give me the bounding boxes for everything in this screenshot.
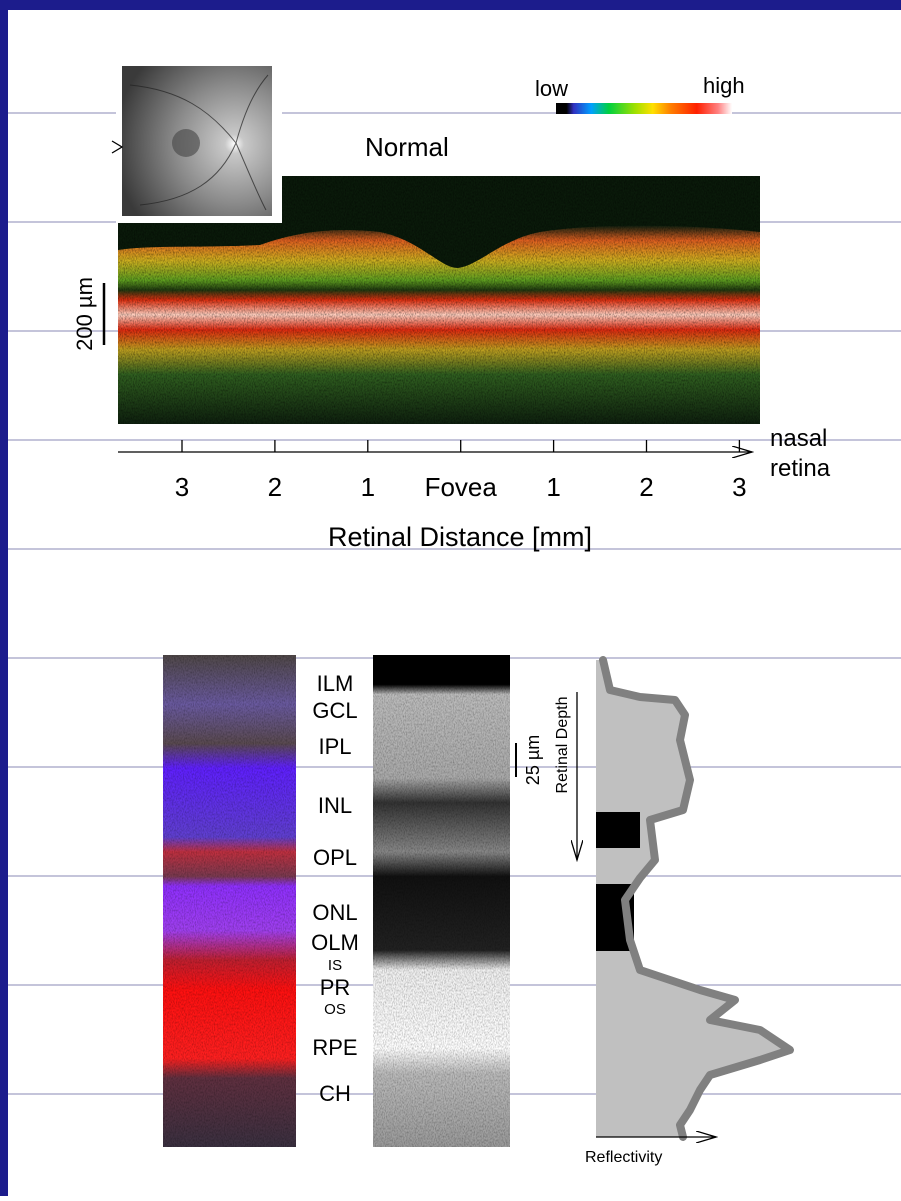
layer-label: RPE (312, 1035, 357, 1060)
tick-label: 3 (175, 472, 189, 502)
tick-label: 2 (639, 472, 653, 502)
tick-label: 3 (732, 472, 746, 502)
fovea-spot (172, 129, 200, 157)
layer-label: PR (320, 975, 351, 1000)
layer-label: ILM (317, 671, 354, 696)
fundus-vessels (129, 74, 269, 211)
layer-label: INL (318, 793, 352, 818)
layer-label: OPL (313, 845, 357, 870)
scale-label: 200 µm (72, 277, 97, 351)
layer-label: IS (328, 957, 342, 974)
direction-label: nasal (770, 425, 827, 452)
color-bar-high: high (703, 73, 745, 98)
tick-label: Fovea (425, 472, 498, 502)
layer-label: CH (319, 1081, 351, 1106)
oct-title: Normal (365, 132, 449, 162)
x-axis-title: Retinal Distance [mm] (328, 522, 592, 552)
reflectivity-profile (599, 656, 794, 1141)
tick-label: 2 (268, 472, 282, 502)
tick-label: 1 (546, 472, 560, 502)
slide-left-bar (0, 0, 8, 1196)
color-bar (556, 103, 732, 114)
direction-label: retina (770, 455, 831, 482)
grayscale-texture (373, 655, 510, 1147)
slide-top-bar (0, 0, 901, 10)
layer-label: IPL (318, 734, 351, 759)
scale-label: 25 µm (523, 735, 543, 785)
reflectivity-label: Reflectivity (585, 1149, 662, 1166)
tick-label: 1 (361, 472, 375, 502)
color-bar-low: low (535, 76, 568, 101)
layer-label: OLM (311, 930, 359, 955)
band (596, 812, 640, 848)
tick-group: 3 2 1 Fovea 1 2 3 (175, 440, 747, 502)
layer-label: OS (324, 1001, 346, 1018)
layer-label: ONL (312, 900, 357, 925)
reflectivity-area (596, 660, 790, 1137)
histology-texture (163, 655, 296, 1147)
scan-marker (111, 140, 124, 154)
layer-label: GCL (312, 698, 357, 723)
depth-label: Retinal Depth (554, 697, 571, 794)
